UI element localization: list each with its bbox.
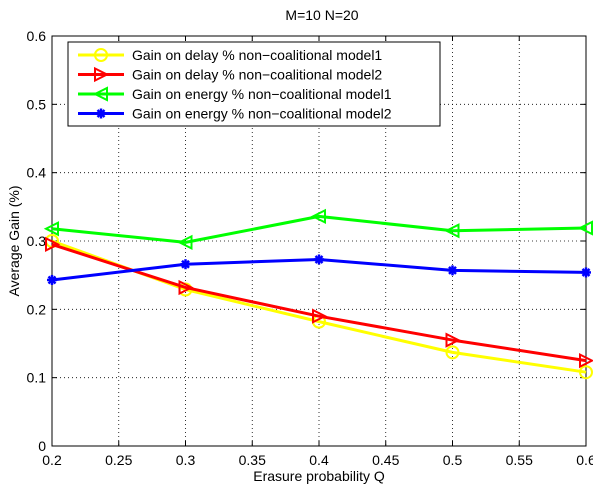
- x-tick-label: 0.55: [506, 452, 533, 468]
- asterisk-stroke: [181, 259, 190, 269]
- y-tick-label: 0.4: [27, 165, 47, 181]
- data-point: [94, 66, 110, 83]
- x-tick-label: 0.35: [239, 452, 266, 468]
- x-tick-label: 0.45: [372, 452, 399, 468]
- series-2: [45, 236, 593, 369]
- data-point: [312, 308, 328, 324]
- x-tick-label: 0.4: [309, 452, 329, 468]
- series-layer: [43, 208, 593, 380]
- legend: Gain on delay % non−coalitional model1 Ga…: [67, 41, 441, 127]
- series-4: [47, 254, 591, 285]
- x-tick-label: 0.2: [42, 452, 62, 468]
- asterisk-stroke: [96, 109, 106, 118]
- data-point: [47, 274, 57, 285]
- data-point: [177, 234, 193, 250]
- x-tick-label: 0.5: [443, 452, 463, 468]
- data-point: [314, 254, 324, 265]
- y-tick-label: 0.1: [27, 370, 47, 386]
- y-tick-label: 0.2: [27, 301, 47, 317]
- data-point: [92, 86, 108, 102]
- legend-item: Gain on energy % non−coalitional model1: [78, 86, 392, 102]
- data-point: [579, 365, 593, 380]
- data-point: [447, 265, 458, 276]
- data-point: [445, 332, 461, 348]
- data-point: [96, 108, 106, 119]
- y-tick-label: 0.3: [27, 233, 47, 249]
- data-point: [444, 223, 460, 239]
- data-point: [178, 279, 194, 296]
- data-point: [581, 267, 591, 278]
- y-tick-label: 0.6: [27, 28, 47, 44]
- legend-label: Gain on energy % non−coalitional model1: [132, 86, 392, 102]
- series-3: [43, 208, 593, 250]
- legend-item: Gain on delay % non−coalitional model2: [78, 67, 382, 83]
- x-axis-label: Erasure probability Q: [253, 468, 385, 484]
- legend-label: Gain on delay % non−coalitional model2: [132, 67, 382, 83]
- y-tick-label: 0.5: [27, 96, 47, 112]
- series-line: [51, 242, 587, 363]
- data-point: [577, 220, 593, 236]
- chart-title: M=10 N=20: [285, 7, 358, 23]
- legend-label: Gain on energy % non−coalitional model2: [132, 106, 392, 122]
- x-tick-label: 0.6: [576, 452, 593, 468]
- data-point: [45, 236, 61, 253]
- legend-item: Gain on delay % non−coalitional model1: [78, 47, 382, 63]
- legend-box: [67, 41, 441, 127]
- y-axis-label: Average Gain (%): [6, 185, 22, 296]
- asterisk-stroke: [314, 255, 324, 264]
- data-point: [579, 352, 593, 369]
- data-point: [180, 259, 191, 270]
- axis-ticks: 0.2 0.25 0.3 0.35 0.4 0.45 0.5 0.55 0.6 0 0.1 0.2 0.…: [27, 28, 593, 468]
- y-tick-label: 0: [38, 438, 46, 454]
- x-tick-label: 0.25: [105, 452, 132, 468]
- asterisk-stroke: [581, 268, 591, 277]
- asterisk-stroke: [448, 265, 457, 275]
- legend-item: Gain on energy % non−coalitional model2: [78, 106, 392, 122]
- data-point: [43, 221, 59, 237]
- asterisk-stroke: [47, 275, 57, 285]
- series-line: [51, 214, 587, 244]
- data-point: [94, 48, 108, 62]
- legend-label: Gain on delay % non−coalitional model1: [132, 47, 382, 63]
- x-tick-label: 0.3: [176, 452, 196, 468]
- data-point: [445, 345, 460, 360]
- data-point: [310, 208, 326, 225]
